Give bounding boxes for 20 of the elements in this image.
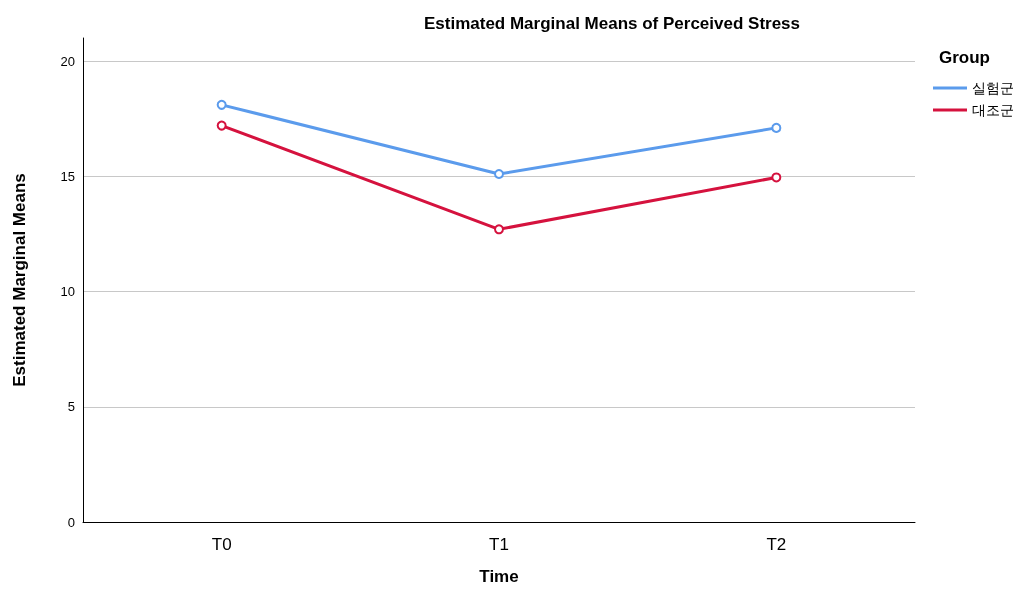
- point: [771, 122, 782, 133]
- x-tick-label: T2: [766, 535, 787, 554]
- point: [494, 224, 504, 235]
- y-tick-label: 5: [67, 399, 75, 415]
- y-tick-label: 0: [67, 514, 75, 530]
- point: [494, 168, 504, 179]
- legend-label: 실험군: [972, 80, 1014, 96]
- point: [771, 172, 782, 183]
- y-tick-label: 15: [60, 168, 75, 184]
- x-tick-label: T1: [489, 535, 509, 554]
- legend-label: 대조군: [972, 102, 1014, 118]
- legend-title: Group: [939, 48, 990, 67]
- point: [216, 120, 227, 131]
- x-tick-label: T0: [211, 535, 232, 554]
- x-axis-title: Time: [479, 567, 519, 586]
- chart-title: Estimated Marginal Means of Perceived Stress: [423, 14, 801, 33]
- y-tick-label: 10: [60, 284, 75, 300]
- y-tick-label: 20: [60, 53, 75, 69]
- y-axis-title: Estimated Marginal Means: [10, 173, 29, 387]
- point: [216, 99, 227, 110]
